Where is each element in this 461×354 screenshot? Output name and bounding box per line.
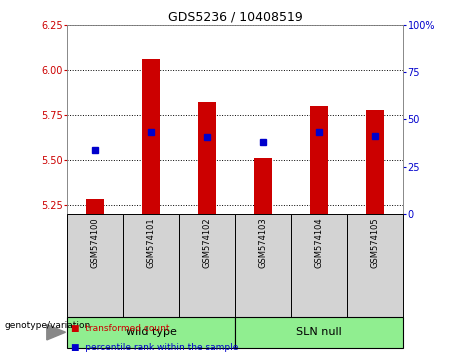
Text: GSM574105: GSM574105 [371,217,380,268]
Bar [291,214,347,317]
Text: ■  transformed count: ■ transformed count [71,324,170,333]
Bar [142,59,160,214]
Bar [235,317,403,348]
Bar [67,317,235,348]
Text: genotype/variation: genotype/variation [5,321,91,330]
Bar [67,214,123,317]
Bar [86,199,104,214]
Text: SLN null: SLN null [296,327,342,337]
Text: GSM574104: GSM574104 [315,217,324,268]
Polygon shape [47,325,65,340]
Bar [347,214,403,317]
Bar [179,214,235,317]
Text: GSM574101: GSM574101 [147,217,155,268]
Bar [123,214,179,317]
Bar [254,158,272,214]
Bar [198,102,216,214]
Text: wild type: wild type [125,327,177,337]
Bar [310,106,328,214]
Text: GSM574102: GSM574102 [202,217,212,268]
Title: GDS5236 / 10408519: GDS5236 / 10408519 [168,11,302,24]
Text: GSM574103: GSM574103 [259,217,268,268]
Text: ■  percentile rank within the sample: ■ percentile rank within the sample [71,343,239,352]
Text: GSM574100: GSM574100 [90,217,100,268]
Bar [366,109,384,214]
Bar [235,214,291,317]
